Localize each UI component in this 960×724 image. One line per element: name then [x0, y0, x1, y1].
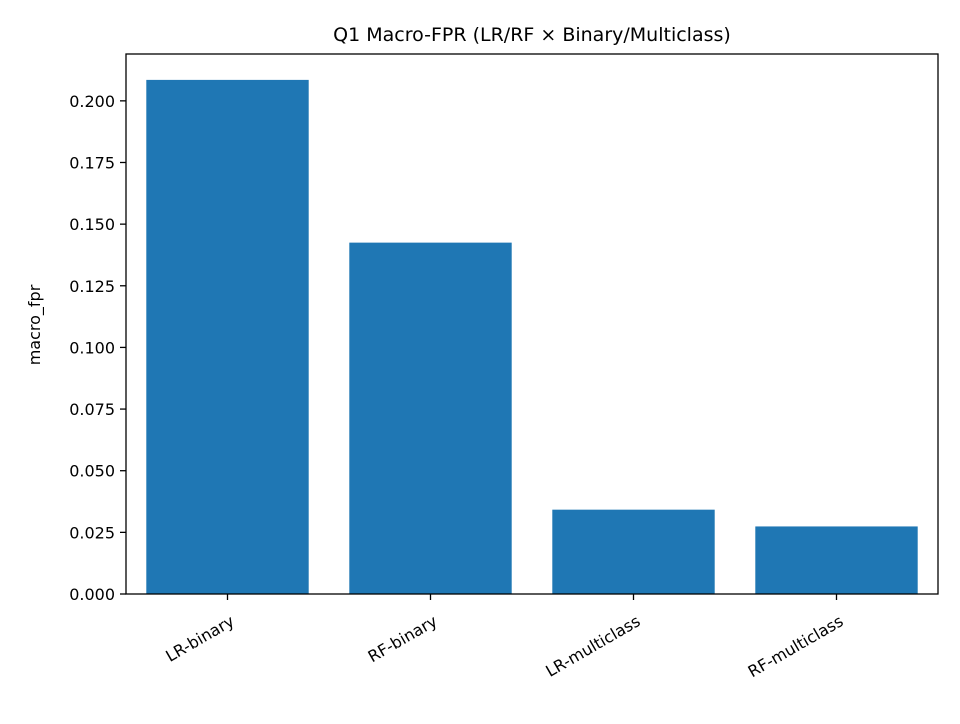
y-axis-ticks: 0.000 0.025 0.050 0.075 0.100 0.125 0.150 0.175… — [69, 92, 126, 604]
plot-frame — [125, 53, 939, 595]
bar-rf-multiclass — [755, 526, 918, 594]
chart-title: Q1 Macro-FPR (LR/RF × Binary/Multiclass) — [333, 24, 731, 46]
y-tick-label: 0.100 — [69, 338, 115, 357]
y-tick-label: 0.025 — [69, 523, 115, 542]
y-tick-label: 0.150 — [69, 215, 115, 234]
y-tick-label: 0.125 — [69, 277, 115, 296]
y-tick-label: 0.200 — [69, 92, 115, 111]
bar-lr-binary — [146, 79, 309, 594]
bar-rf-binary — [349, 242, 512, 594]
bars-group — [146, 79, 918, 594]
y-tick-label: 0.075 — [69, 400, 115, 419]
y-tick-label: 0.175 — [69, 153, 115, 172]
bar-lr-multiclass — [552, 509, 715, 594]
y-axis-label: macro_fpr — [25, 284, 45, 365]
y-tick-label: 0.000 — [69, 585, 115, 604]
y-tick-label: 0.050 — [69, 462, 115, 481]
